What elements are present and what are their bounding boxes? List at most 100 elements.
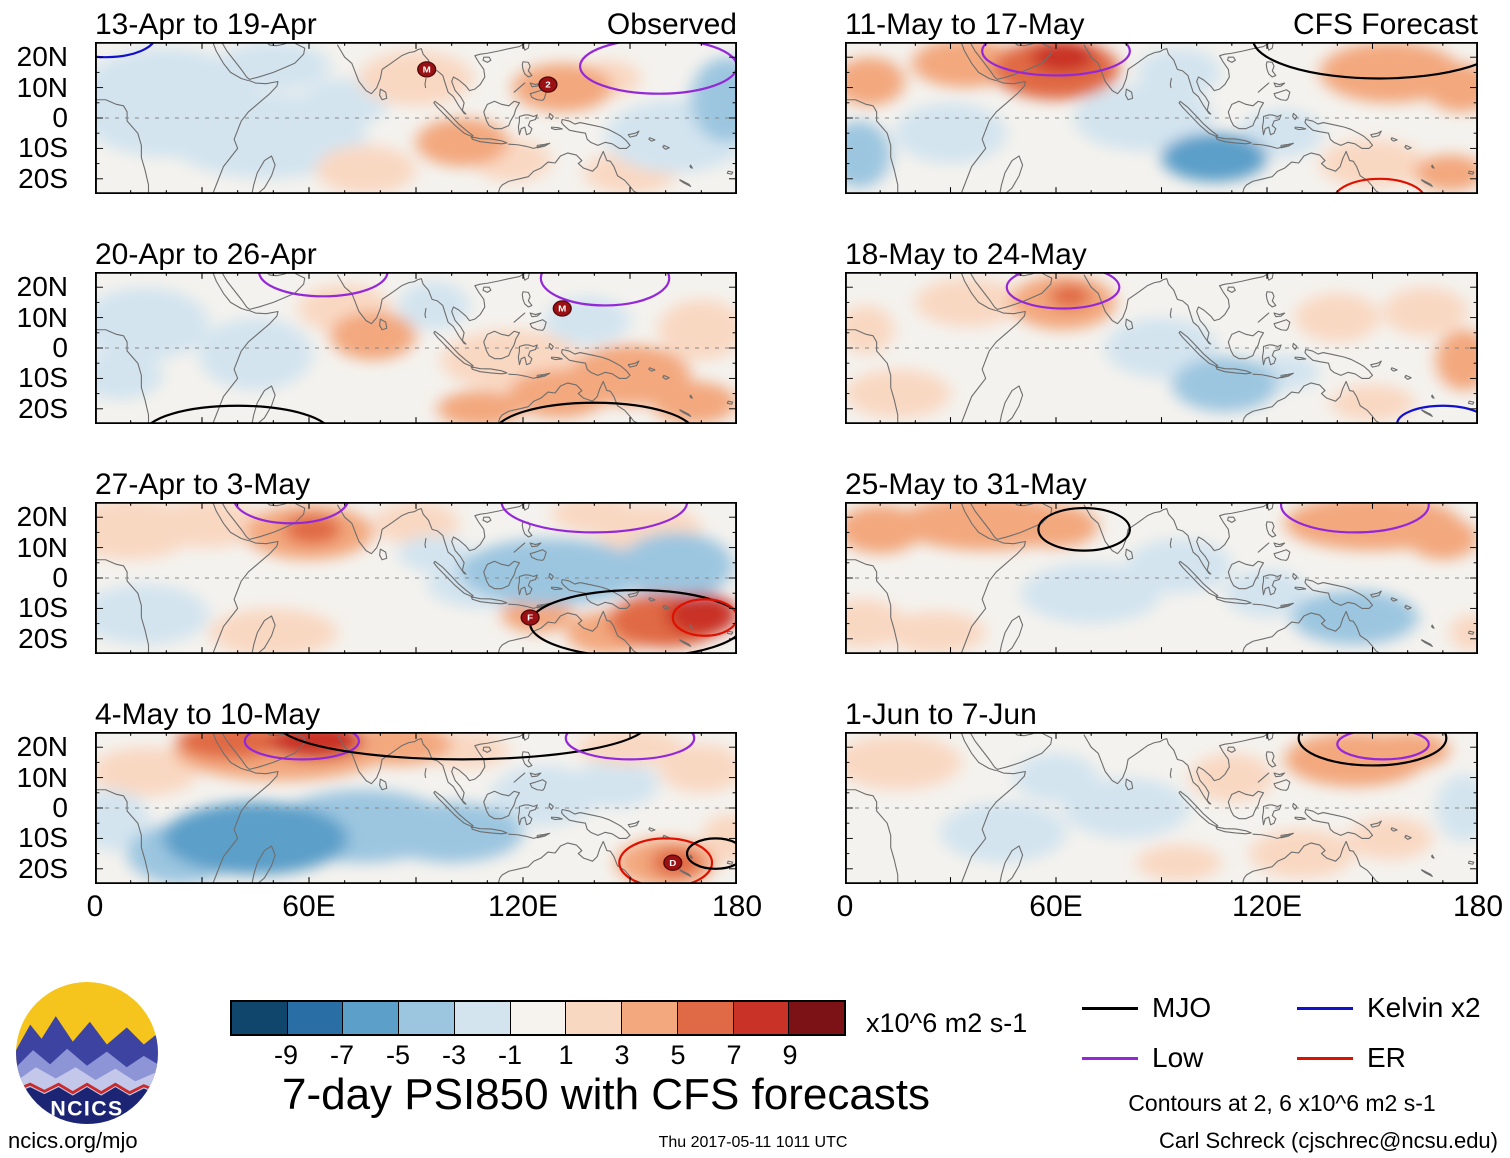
legend: MJO Low Kelvin x2 ER Contours at 2, 6 x10^6… (1082, 992, 1482, 1117)
column-label: Observed (606, 8, 737, 41)
colorbar: -9 -7 -5 -3 -1 1 3 5 7 9 (230, 1000, 846, 1070)
map-panel: F (95, 502, 737, 654)
map-panel: D (95, 732, 737, 884)
y-axis-labels: 20N 10N 0 10S 20S (0, 731, 78, 884)
storm-marker: 2 (538, 76, 558, 93)
storm-marker: M (417, 61, 437, 78)
x-axis-tick-label: 180 (711, 890, 763, 923)
footer-url: ncics.org/mjo (8, 1128, 138, 1153)
svg-text:M: M (558, 304, 566, 313)
panel-map-area: 20N 10N 0 10S 20S D (0, 731, 737, 884)
x-axis-tick-label: 60E (1029, 890, 1083, 923)
legend-label: MJO (1152, 992, 1212, 1023)
legend-item: Kelvin x2 (1297, 992, 1482, 1024)
legend-line-swatch (1082, 1056, 1138, 1060)
legend-grid: MJO Low Kelvin x2 ER (1082, 992, 1482, 1074)
colorbar-labels: -9 -7 -5 -3 -1 1 3 5 7 9 (230, 1036, 846, 1070)
storm-marker: M (552, 300, 572, 317)
observed-column: 13-Apr to 19-Apr Observed 20N 10N 0 10S 20S M 2 2… (0, 4, 762, 928)
y-axis-labels: 20N 10N 0 10S 20S (0, 501, 78, 654)
panel-title-row: 20-Apr to 26-Apr (0, 234, 737, 272)
panel-title-row: 18-May to 24-May (845, 234, 1478, 272)
panel-grid: 13-Apr to 19-Apr Observed 20N 10N 0 10S 20S M 2 2… (0, 4, 1510, 928)
panel-title: 13-Apr to 19-Apr (95, 8, 317, 41)
y-axis-tick-label: 20N (16, 731, 68, 763)
colorbar-cell (398, 1002, 454, 1034)
colorbar-cell (453, 1002, 510, 1034)
x-axis: 0 60E 120E 180 (87, 888, 762, 928)
colorbar-cell (565, 1002, 622, 1034)
map-panel: M2 (95, 42, 737, 194)
map-panel (845, 272, 1478, 424)
colorbar-tick-label: 5 (670, 1040, 686, 1070)
panel-title-row: 13-Apr to 19-Apr Observed (0, 4, 737, 42)
x-axis-tick-label: 180 (1452, 890, 1504, 923)
colorbar-cell (676, 1002, 733, 1034)
y-axis-labels: 20N 10N 0 10S 20S (0, 41, 78, 194)
y-axis-tick-label: 20N (16, 41, 68, 73)
panel-title: 20-Apr to 26-Apr (95, 238, 317, 271)
y-axis-tick-label: 10N (16, 301, 68, 333)
panel-map-area: 20N 10N 0 10S 20S M (0, 271, 737, 424)
footer-contact: Carl Schreck (cjschrec@ncsu.edu) (1159, 1128, 1498, 1153)
y-axis-tick-label: 0 (52, 332, 68, 363)
colorbar-tick-label: -9 (273, 1040, 299, 1070)
colorbar-tick-label: -3 (441, 1040, 467, 1070)
panel-map-area (845, 502, 1478, 654)
panel-title: 27-Apr to 3-May (95, 468, 311, 501)
colorbar-tick-label: -5 (385, 1040, 411, 1070)
panel-title: 25-May to 31-May (845, 468, 1087, 501)
y-axis-tick-label: 10S (18, 362, 68, 394)
panel-block: 13-Apr to 19-Apr Observed 20N 10N 0 10S 20S M 2 (0, 4, 737, 194)
colorbar-tick-label: -1 (497, 1040, 523, 1070)
colorbar-tick-label: 7 (726, 1040, 742, 1070)
legend-item: MJO (1082, 992, 1297, 1024)
panel-map-area (845, 272, 1478, 424)
map-panel: M (95, 272, 737, 424)
y-axis-tick-label: 20S (18, 622, 68, 654)
svg-text:M: M (423, 65, 431, 74)
y-axis-tick-label: 0 (52, 792, 68, 823)
colorbar-cell (232, 1002, 287, 1034)
panel-title-row: 27-Apr to 3-May (0, 464, 737, 502)
footer-timestamp: Thu 2017-05-11 1011 UTC (658, 1134, 848, 1151)
colorbar-cell (342, 1002, 399, 1034)
map-panel (845, 732, 1478, 884)
colorbar-units-label: x10^6 m2 s-1 (866, 1008, 1028, 1038)
svg-text:2: 2 (545, 80, 550, 89)
colorbar-cell (788, 1002, 845, 1034)
panel-block: 11-May to 17-May CFS Forecast (845, 4, 1478, 194)
panel-map-area (845, 732, 1478, 884)
panel-map-area: 20N 10N 0 10S 20S F (0, 501, 737, 654)
panel-title-row: 11-May to 17-May CFS Forecast (845, 4, 1478, 42)
y-axis-tick-label: 20S (18, 852, 68, 884)
logo-text: NCICS (50, 1096, 123, 1120)
y-axis-tick-label: 10S (18, 132, 68, 164)
y-axis-tick-label: 20S (18, 162, 68, 194)
panel-block: 25-May to 31-May (845, 464, 1478, 654)
y-axis-tick-label: 10N (16, 71, 68, 103)
panel-block: 27-Apr to 3-May 20N 10N 0 10S 20S F (0, 464, 737, 654)
legend-label: ER (1367, 1042, 1406, 1073)
panel-block: 1-Jun to 7-Jun (845, 694, 1478, 884)
y-axis-tick-label: 10N (16, 531, 68, 563)
storm-marker: F (520, 609, 540, 626)
page-footer: ncics.org/mjo Thu 2017-05-11 1011 UTC Ca… (8, 1126, 1498, 1156)
panel-title: 4-May to 10-May (95, 698, 321, 731)
forecast-column: 11-May to 17-May CFS Forecast 18-May to 24… (837, 4, 1503, 928)
panel-title-row: 1-Jun to 7-Jun (845, 694, 1478, 732)
column-label: CFS Forecast (1292, 8, 1478, 41)
map-panel (845, 502, 1478, 654)
x-axis-tick-label: 0 (836, 890, 854, 923)
x-axis-tick-label: 120E (487, 890, 559, 923)
legend-item: ER (1297, 1042, 1482, 1074)
legend-line-swatch (1297, 1006, 1353, 1010)
panel-title: 1-Jun to 7-Jun (845, 698, 1037, 731)
legend-label: Kelvin x2 (1367, 992, 1481, 1023)
colorbar-tick-label: 1 (558, 1040, 574, 1070)
legend-label: Low (1152, 1042, 1204, 1073)
y-axis-tick-label: 20N (16, 501, 68, 533)
legend-line-swatch (1082, 1006, 1138, 1010)
y-axis-tick-label: 10S (18, 592, 68, 624)
